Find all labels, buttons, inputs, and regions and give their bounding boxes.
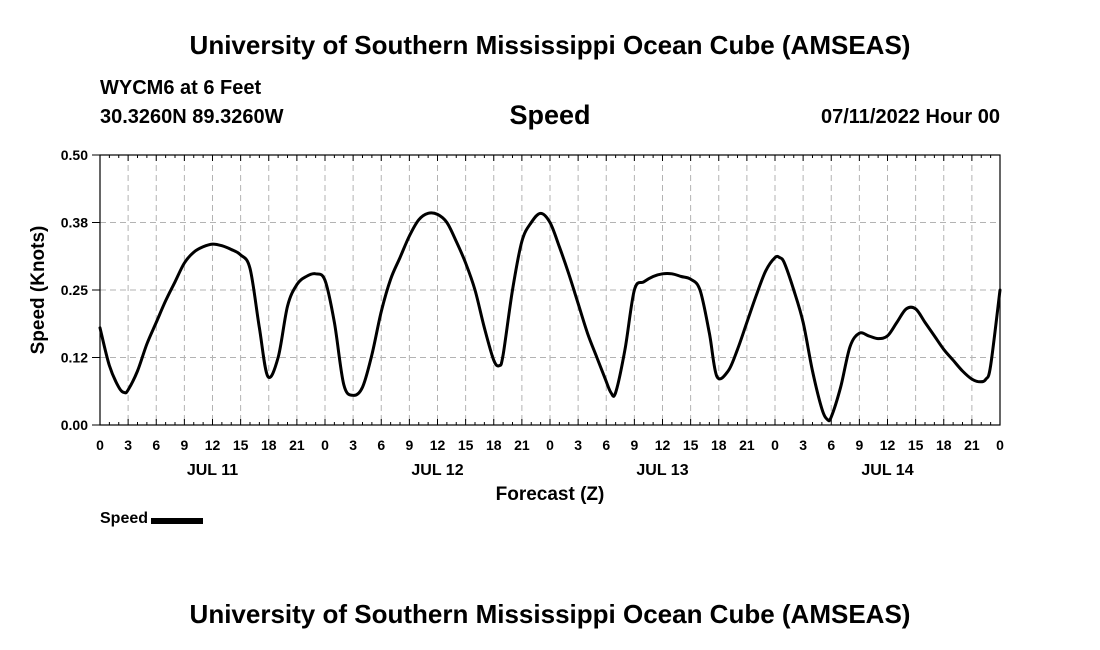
y-axis-title: Speed (Knots) [28,226,49,355]
forecast-datetime: 07/11/2022 Hour 00 [820,106,1000,128]
x-day-label: JUL 12 [411,462,463,479]
y-tick-label: 0.38 [61,215,88,231]
legend-swatch [151,517,204,524]
x-tick-label: 15 [908,437,924,453]
x-tick-label: 6 [152,437,160,453]
x-tick-label: 21 [964,437,980,453]
x-tick-label: 0 [96,437,104,453]
chart-title: Speed [509,100,591,130]
x-tick-label: 0 [546,437,554,453]
x-tick-label: 3 [799,437,807,453]
x-tick-label: 12 [655,437,671,453]
legend: Speed [100,510,204,528]
x-tick-label: 18 [486,437,502,453]
speed-chart: 0 3 6 9 12 15 18 21 0 3 6 9 12 15 18 21 0 3 6 9 12 15 18 21 0 3 6 9… [28,147,1004,505]
x-tick-label: 9 [405,437,413,453]
x-tick-label: 6 [377,437,385,453]
x-tick-label: 21 [289,437,305,453]
main-title: University of Southern Mississippi Ocean… [189,30,911,60]
x-tick-label: 18 [261,437,277,453]
x-tick-label: 9 [630,437,638,453]
x-tick-label: 12 [880,437,896,453]
y-tick-label: 0.12 [61,350,88,366]
x-day-label: JUL 11 [187,462,238,479]
x-tick-label: 12 [430,437,446,453]
grid-lines [100,155,1000,425]
x-tick-label: 0 [321,437,329,453]
x-tick-label: 9 [855,437,863,453]
x-day-label: JUL 13 [636,462,688,479]
axis-ticks [92,154,1001,426]
x-tick-label: 12 [205,437,221,453]
x-tick-label: 0 [996,437,1004,453]
y-tick-label: 0.00 [61,417,88,433]
x-tick-label: 6 [827,437,835,453]
y-tick-label: 0.25 [61,282,88,298]
station-label: WYCM6 at 6 Feet [100,77,262,99]
station-coordinates: 30.3260N 89.3260W [100,106,284,128]
x-tick-label: 3 [574,437,582,453]
x-tick-label: 15 [458,437,474,453]
x-day-label: JUL 14 [861,462,913,479]
x-tick-label: 21 [739,437,755,453]
main-title-footer: University of Southern Mississippi Ocean… [189,599,911,629]
x-axis-title: Forecast (Z) [496,484,605,505]
x-tick-label: 3 [124,437,132,453]
x-tick-label: 0 [771,437,779,453]
x-tick-label: 18 [711,437,727,453]
x-tick-label: 15 [233,437,249,453]
legend-label: Speed [100,510,149,527]
x-tick-label: 15 [683,437,699,453]
x-tick-label: 9 [180,437,188,453]
x-tick-label: 18 [936,437,952,453]
y-tick-label: 0.50 [61,147,88,163]
x-tick-label: 3 [349,437,357,453]
x-tick-label: 21 [514,437,530,453]
series-line-speed [98,211,1002,423]
axis-labels: 0 3 6 9 12 15 18 21 0 3 6 9 12 15 18 21 0 3 6 9 12 15 18 21 0 3 6 9… [61,147,1004,479]
x-tick-label: 6 [602,437,610,453]
